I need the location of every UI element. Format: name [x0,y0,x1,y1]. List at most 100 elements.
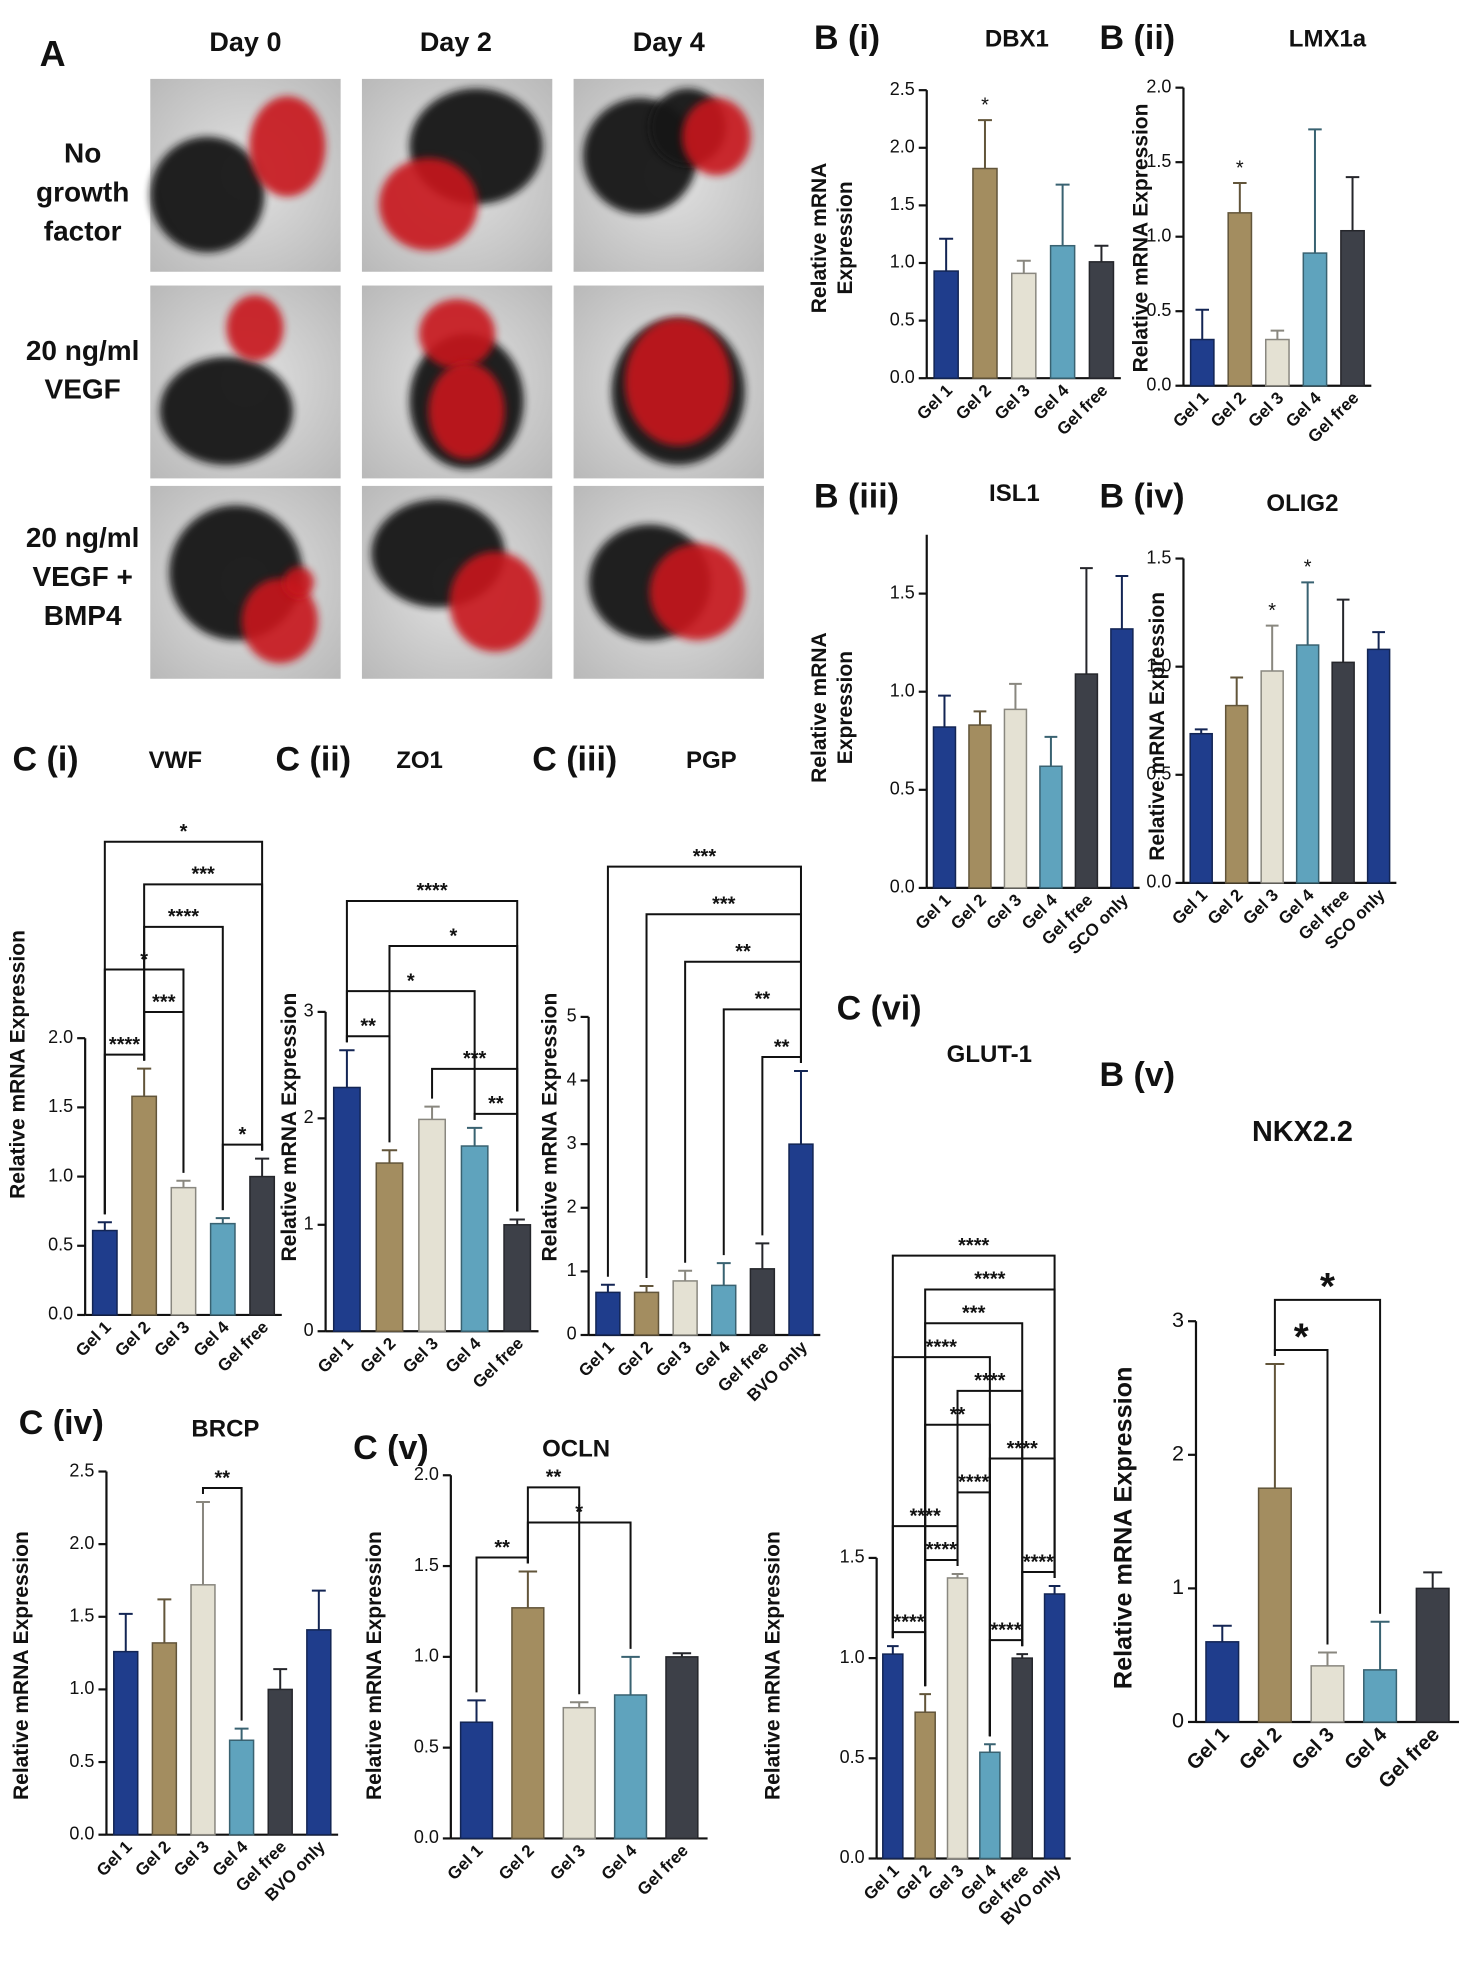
panel-label: C (vi) [837,990,922,1028]
micrograph [150,485,341,679]
significance-bracket [526,1486,581,1695]
significance-label: ** [774,1036,790,1058]
y-tick-label: 0.0 [48,1304,73,1324]
error-bar [1195,308,1210,340]
y-tick-label: 1.0 [890,680,915,700]
error-bar [678,1269,693,1281]
bar [1295,644,1320,884]
significance-label: **** [926,1539,957,1561]
bar [306,1629,332,1836]
y-tick-label: 5 [567,1006,577,1026]
bar [1043,1593,1066,1860]
y-tick-label: 1.0 [890,252,915,272]
bar [503,1224,532,1332]
bar [1205,1641,1240,1723]
bar [933,270,959,379]
panel-label: C (i) [13,740,79,778]
error-bar [1055,183,1070,246]
significance-bracket [201,1487,243,1721]
y-tick-label: 0 [1172,1708,1184,1733]
error-bar [273,1668,288,1690]
bar [1011,1657,1034,1860]
error-bar [886,1645,899,1655]
bar [249,1175,276,1316]
bar [633,1291,660,1336]
y-axis-label: Expression [834,181,857,294]
y-axis-label: Relative mRNA Expression [6,930,29,1199]
error-bar [973,710,987,726]
y-tick-label: 3 [1172,1307,1184,1332]
red-fluorescence [682,98,751,176]
y-tick-label: 0.5 [890,309,915,329]
panel-label: C (iii) [532,740,617,778]
y-tick-label: 1 [1172,1574,1184,1599]
significance-label: *** [962,1303,986,1325]
bar [1363,1669,1398,1723]
y-tick-label: 2.5 [69,1460,94,1480]
row-label: 20 ng/ml [26,335,140,366]
bar [749,1268,776,1336]
significance-bracket [891,1254,1056,1639]
panel-label: B (v) [1100,1056,1176,1094]
significance-label: **** [974,1269,1005,1291]
y-tick-label: 0.0 [890,367,915,387]
significance-label: **** [1023,1551,1054,1573]
significance-label: * [1294,1315,1309,1358]
cell-aggregate [150,136,265,253]
red-fluorescence [249,96,326,197]
y-tick-label: 1.5 [840,1547,865,1567]
error-bar [1080,567,1093,675]
row-label: factor [44,215,122,246]
bar [1340,229,1365,387]
significance-label: **** [168,906,199,928]
bar [459,1721,494,1840]
bar [562,1706,596,1840]
error-bar [977,119,992,169]
error-bar [1265,1362,1285,1489]
significance-marker: * [981,94,989,116]
bar [672,1280,698,1336]
y-tick-label: 0.0 [414,1827,439,1847]
bar [1224,704,1249,884]
significance-bracket [606,865,802,1277]
row-label: growth [36,177,129,208]
panel-label: C (ii) [276,740,352,778]
chart-title: LMX1a [1289,25,1367,52]
bar [1331,661,1355,884]
error-bar [1423,1571,1443,1589]
error-bar [381,1149,398,1164]
y-tick-label: 0.5 [48,1235,73,1255]
bar [418,1118,447,1332]
bar [460,1145,489,1332]
error-bar [755,1242,770,1269]
bar [91,1229,118,1316]
bar [946,1577,969,1860]
bar [1257,1487,1292,1723]
bar [914,1711,936,1860]
error-bar [621,1655,640,1695]
error-bar [255,1157,270,1177]
significance-label: * [1320,1265,1335,1308]
error-bar [1044,735,1058,767]
y-tick-label: 4 [567,1069,577,1089]
y-tick-label: 0 [567,1324,577,1344]
significance-label: ** [488,1093,504,1115]
significance-label: **** [926,1336,957,1358]
red-fluorescence [649,543,745,641]
y-tick-label: 0.5 [1146,300,1171,320]
micrograph [150,78,341,272]
bar [1110,628,1134,889]
y-axis-label: Relative mRNA Expression [1109,1367,1137,1689]
error-bar [97,1221,112,1231]
significance-label: **** [990,1619,1021,1641]
significance-label: * [239,1124,247,1146]
significance-label: *** [712,893,736,915]
row-label: BMP4 [44,600,122,631]
y-tick-label: 2.0 [890,137,915,157]
significance-label: **** [416,880,447,902]
error-bar [1212,1624,1232,1642]
y-tick-label: 1.0 [840,1647,865,1667]
error-bar [1372,631,1386,650]
y-axis-label: Relative mRNA Expression [761,1531,784,1800]
y-axis-label: Relative mRNA [808,632,831,783]
